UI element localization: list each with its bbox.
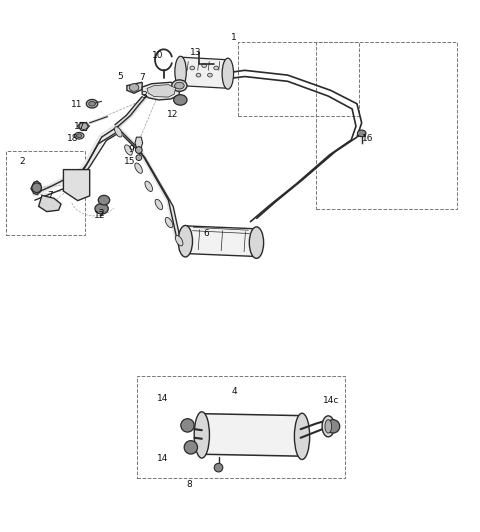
Bar [137, 376, 345, 478]
Ellipse shape [129, 84, 139, 92]
Ellipse shape [294, 413, 310, 460]
Ellipse shape [178, 226, 192, 257]
Ellipse shape [79, 123, 88, 129]
Ellipse shape [322, 416, 335, 437]
Ellipse shape [249, 227, 264, 259]
Polygon shape [147, 85, 176, 97]
Text: 14c: 14c [324, 396, 340, 405]
Ellipse shape [196, 73, 201, 77]
Polygon shape [186, 226, 255, 256]
Ellipse shape [222, 58, 234, 89]
Ellipse shape [125, 145, 132, 155]
Ellipse shape [77, 134, 82, 138]
Ellipse shape [135, 163, 143, 173]
Text: 11: 11 [71, 100, 83, 109]
Text: 12: 12 [94, 211, 105, 220]
Ellipse shape [174, 95, 187, 105]
Text: 1: 1 [231, 34, 237, 43]
Text: 4: 4 [231, 387, 237, 395]
Ellipse shape [326, 420, 340, 433]
Ellipse shape [155, 200, 163, 210]
Ellipse shape [86, 99, 98, 108]
Text: 16: 16 [362, 134, 373, 143]
Ellipse shape [74, 132, 84, 139]
Polygon shape [127, 82, 142, 93]
Bar [316, 41, 457, 209]
Text: 2: 2 [20, 157, 25, 167]
Polygon shape [135, 137, 143, 148]
Ellipse shape [32, 183, 41, 193]
Text: 6: 6 [204, 229, 209, 238]
Ellipse shape [172, 80, 187, 92]
Polygon shape [31, 181, 40, 194]
Bar [6, 152, 85, 235]
Text: 13: 13 [191, 48, 202, 57]
Bar [238, 41, 360, 115]
Ellipse shape [214, 463, 223, 472]
Ellipse shape [98, 195, 110, 205]
Ellipse shape [89, 102, 96, 106]
Text: 8: 8 [186, 480, 192, 489]
Ellipse shape [136, 155, 142, 161]
Ellipse shape [95, 203, 108, 214]
Polygon shape [142, 82, 180, 100]
Ellipse shape [325, 420, 332, 433]
Text: 15: 15 [123, 156, 135, 165]
Ellipse shape [184, 440, 198, 454]
Text: 3: 3 [142, 90, 147, 99]
Ellipse shape [190, 66, 195, 70]
Ellipse shape [145, 181, 153, 192]
Ellipse shape [175, 82, 184, 89]
Ellipse shape [181, 419, 194, 432]
Text: 12: 12 [167, 110, 178, 119]
Text: 7: 7 [139, 73, 145, 82]
Ellipse shape [194, 412, 209, 458]
Ellipse shape [202, 64, 206, 68]
Ellipse shape [214, 66, 218, 70]
Polygon shape [63, 170, 90, 201]
Ellipse shape [135, 147, 142, 153]
Ellipse shape [175, 236, 183, 246]
Ellipse shape [358, 130, 366, 137]
Text: 2: 2 [99, 209, 105, 218]
Text: 17: 17 [74, 122, 86, 131]
Ellipse shape [165, 218, 173, 228]
Ellipse shape [207, 73, 212, 77]
Text: 9: 9 [128, 145, 134, 154]
Text: 14: 14 [157, 394, 168, 403]
Polygon shape [181, 57, 227, 88]
Text: 18: 18 [67, 134, 79, 143]
Text: 10: 10 [152, 51, 164, 60]
Ellipse shape [175, 56, 186, 87]
Ellipse shape [115, 127, 122, 137]
Text: 5: 5 [117, 72, 122, 80]
Polygon shape [203, 414, 300, 456]
Text: 14: 14 [157, 454, 168, 463]
Polygon shape [38, 195, 61, 212]
Text: 7: 7 [48, 191, 53, 200]
